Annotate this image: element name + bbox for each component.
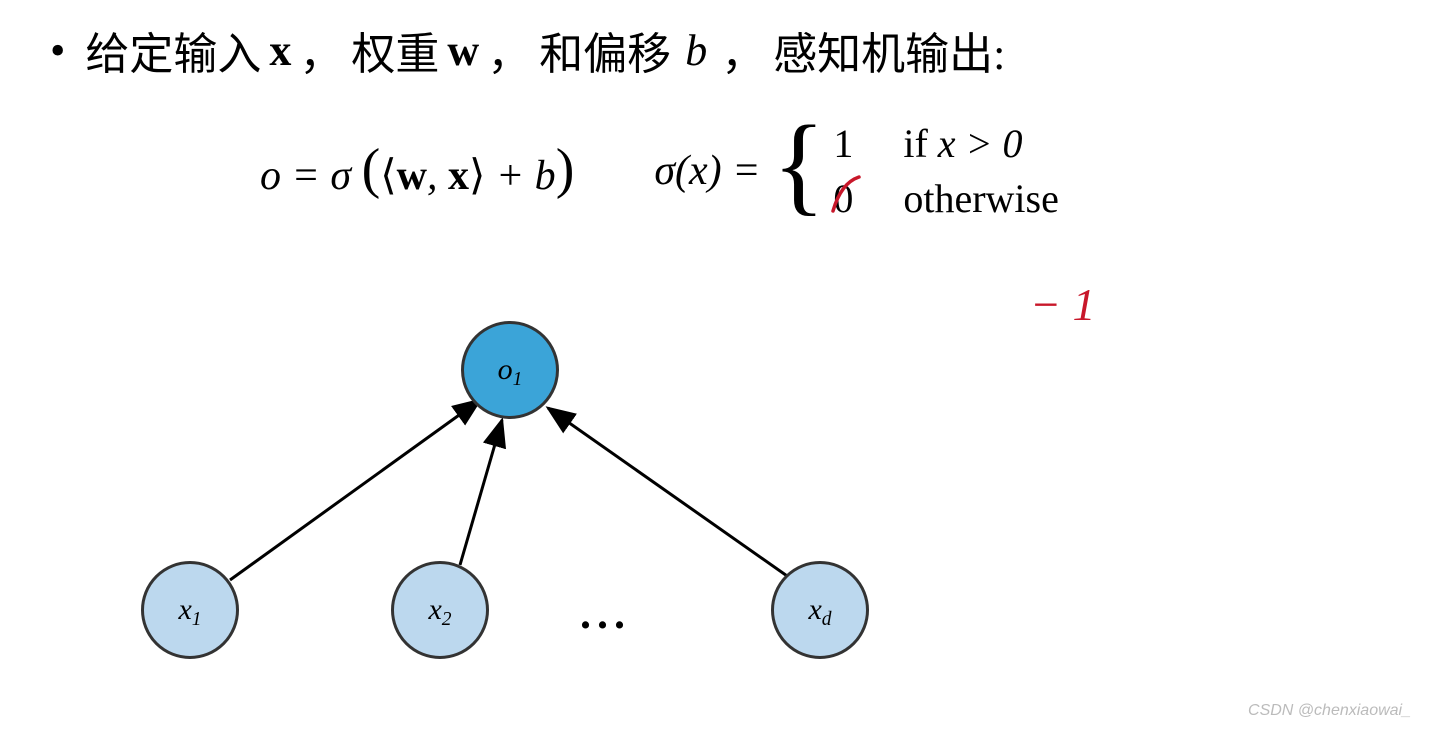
node-label: o1 [498,353,523,387]
node-input-x1: x1 [141,561,239,659]
case2-value: 0 [833,175,903,222]
case1-condition: if x > 0 [903,120,1022,167]
text-bias: 和偏移 [539,18,671,82]
cond-expr: x > 0 [938,121,1023,166]
label-sub: 1 [513,369,523,390]
ellipsis: ... [580,588,631,639]
formula-sigma-def: σ(x) = { 1 if x > 0 0 otherwise [654,120,1059,222]
comma: , [427,153,448,199]
text-given-input: 给定输入 [85,18,261,82]
formula-row: o = σ (⟨w, x⟩ + b) σ(x) = { 1 if x > 0 0 [260,120,1059,222]
node-output-o1: o1 [461,321,559,419]
case-1: 1 if x > 0 [833,120,1059,167]
vec-x: x [448,153,469,199]
text-weight: 权重 [351,18,439,82]
handwritten-annotation: − 1 [1030,278,1096,331]
headline: • 给定输入 x， 权重 w， 和偏移 b， 感知机输出: [50,18,1005,82]
watermark: CSDN @chenxiaowai_ [1248,702,1411,720]
o-eq-sigma: o = σ [260,153,351,199]
annotation-text: − 1 [1030,279,1096,330]
node-label: xd [808,593,831,627]
label-main: x [178,593,191,626]
comma: ， [487,18,531,82]
node-input-x2: x2 [391,561,489,659]
edge-xd-o [548,408,790,578]
label-sub: 2 [442,609,452,630]
node-input-xd: xd [771,561,869,659]
left-angle: ⟨ [380,153,396,199]
comma: ， [721,18,765,82]
formula-output: o = σ (⟨w, x⟩ + b) [260,139,574,203]
right-paren: ) [556,138,575,200]
edge-x2-o [460,420,502,565]
case1-value: 1 [833,120,903,167]
edge-x1-o [230,400,480,580]
zero-text: 0 [833,176,853,221]
brace-icon: { [773,118,826,212]
label-main: x [428,593,441,626]
case-2: 0 otherwise [833,175,1059,222]
label-main: x [808,593,821,626]
perceptron-diagram: o1 x1 x2 xd ... [140,320,960,700]
text-output: 感知机输出: [773,18,1005,82]
var-w: w [447,25,479,76]
label-sub: 1 [192,609,202,630]
left-paren: ( [362,138,381,200]
vec-w: w [397,153,427,199]
var-x: x [269,25,291,76]
label-main: o [498,353,513,386]
node-label: x2 [428,593,451,627]
label-sub: d [822,609,832,630]
case2-condition: otherwise [903,175,1059,222]
piecewise-cases: 1 if x > 0 0 otherwise [833,120,1059,222]
if-text: if [903,121,937,166]
sigma-x-eq: σ(x) = [654,147,760,195]
node-label: x1 [178,593,201,627]
right-angle: ⟩ [469,153,485,199]
var-b: b [685,25,707,76]
comma: ， [299,18,343,82]
bullet-icon: • [50,25,65,76]
struck-zero: 0 [833,175,853,222]
plus-b: + b [485,153,555,199]
